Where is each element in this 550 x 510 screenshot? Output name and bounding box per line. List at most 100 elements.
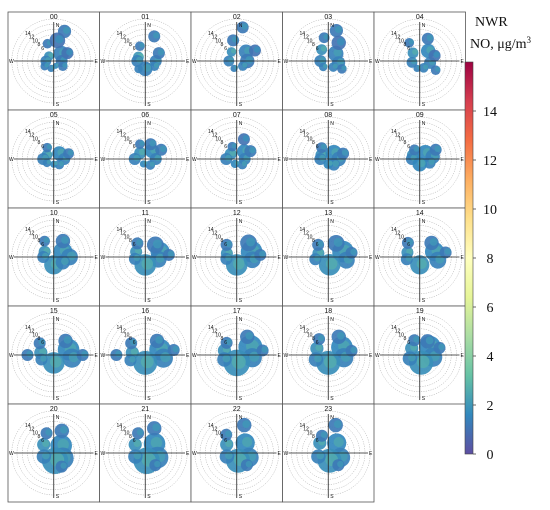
compass-n-label: N (56, 219, 60, 225)
ring-label: 10 (32, 234, 38, 240)
concentration-blob-core (242, 436, 253, 448)
colorbar-unit-prefix: NO, μg/m (470, 37, 527, 52)
compass-n-label: N (147, 121, 151, 127)
ring-label: 6 (41, 438, 44, 444)
ring-label: 8 (38, 336, 41, 342)
panel-hour-label: 11 (142, 210, 149, 217)
concentration-blob-core (322, 63, 328, 69)
concentration-blob-core (136, 239, 143, 246)
ring-label: 14 (116, 129, 122, 135)
concentration-blob-core (325, 258, 338, 270)
compass-n-label: N (239, 23, 243, 29)
compass-s-label: S (330, 102, 334, 108)
concentration-blob-core (67, 251, 76, 261)
concentration-blob-core (438, 343, 445, 351)
ring-label: 8 (312, 140, 315, 146)
concentration-blob-core (150, 436, 163, 449)
ring-label: 12 (212, 35, 218, 41)
concentration-blob-core (246, 237, 256, 247)
concentration-blob-core (249, 351, 260, 362)
ring-label: 10 (124, 38, 130, 44)
ring-label: 14 (25, 129, 31, 135)
compass-s-label: S (56, 298, 60, 304)
concentration-blob-core (412, 49, 418, 55)
concentration-blob-core (333, 48, 342, 57)
concentration-blob-core (225, 338, 232, 346)
ring-label: 10 (307, 38, 313, 44)
concentration-blob-core (333, 237, 343, 247)
panel-hour-label: 08 (324, 112, 332, 119)
concentration-blob-core (51, 65, 55, 70)
concentration-blob-core (48, 52, 54, 58)
ring-label: 10 (215, 136, 221, 142)
concentration-blob-core (332, 63, 338, 69)
compass-w-label: W (192, 59, 197, 65)
ring-label: 12 (120, 427, 126, 433)
concentration-blob-core (133, 254, 141, 262)
concentration-blob-core (435, 66, 441, 72)
ring-label: 14 (391, 325, 397, 331)
concentration-blob-core (42, 252, 49, 260)
concentration-blob-core (154, 154, 161, 162)
panel-hour-label: 06 (141, 112, 149, 119)
ring-label: 10 (32, 136, 38, 142)
compass-s-label: S (56, 396, 60, 402)
concentration-blob-core (317, 334, 325, 342)
concentration-blob-core (242, 420, 251, 428)
panel-hour-label: 19 (416, 308, 424, 315)
concentration-blob-core (423, 64, 429, 70)
ring-label: 14 (299, 129, 305, 135)
concentration-blob-core (341, 149, 349, 156)
ring-label: 12 (303, 35, 309, 41)
compass-s-label: S (422, 396, 426, 402)
compass-e-label: E (186, 157, 190, 163)
colorbar-tick-label: 0 (487, 448, 494, 463)
panel-hour-label: 17 (233, 308, 241, 315)
ring-label: 8 (221, 336, 224, 342)
concentration-blob-core (327, 160, 333, 166)
concentration-blob-core (334, 26, 342, 34)
compass-e-label: E (369, 157, 373, 163)
ring-label: 14 (208, 423, 214, 429)
ring-label: 6 (224, 242, 227, 248)
ring-label: 14 (208, 31, 214, 37)
ring-label: 14 (208, 227, 214, 233)
compass-n-label: N (330, 219, 334, 225)
compass-n-label: N (56, 317, 60, 323)
ring-label: 12 (212, 133, 218, 139)
concentration-blob-core (319, 154, 326, 162)
ring-label: 8 (312, 336, 315, 342)
ring-label: 6 (407, 144, 410, 150)
ring-label: 8 (404, 42, 407, 48)
concentration-blob-core (413, 336, 420, 343)
concentration-blob-core (245, 56, 254, 64)
concentration-blob-core (45, 57, 51, 63)
concentration-blob-core (62, 62, 68, 68)
ring-label: 10 (215, 234, 221, 240)
concentration-blob-core (245, 331, 254, 340)
ring-label: 6 (316, 438, 319, 444)
ring-label: 14 (299, 423, 305, 429)
colorbar-tick-label: 4 (487, 350, 494, 365)
ring-label: 10 (32, 430, 38, 436)
ring-label: 8 (221, 42, 224, 48)
concentration-blob-core (350, 346, 357, 354)
ring-label: 12 (303, 329, 309, 335)
compass-n-label: N (56, 23, 60, 29)
concentration-blobs (131, 30, 165, 77)
ring-label: 6 (316, 242, 319, 248)
panel-hour-label: 07 (233, 112, 241, 119)
concentration-blob-core (63, 336, 72, 344)
ring-label: 12 (120, 133, 126, 139)
ring-label: 12 (212, 231, 218, 237)
compass-n-label: N (330, 121, 334, 127)
colorbar-tick-label: 12 (483, 154, 497, 169)
concentration-blob-core (46, 159, 52, 165)
